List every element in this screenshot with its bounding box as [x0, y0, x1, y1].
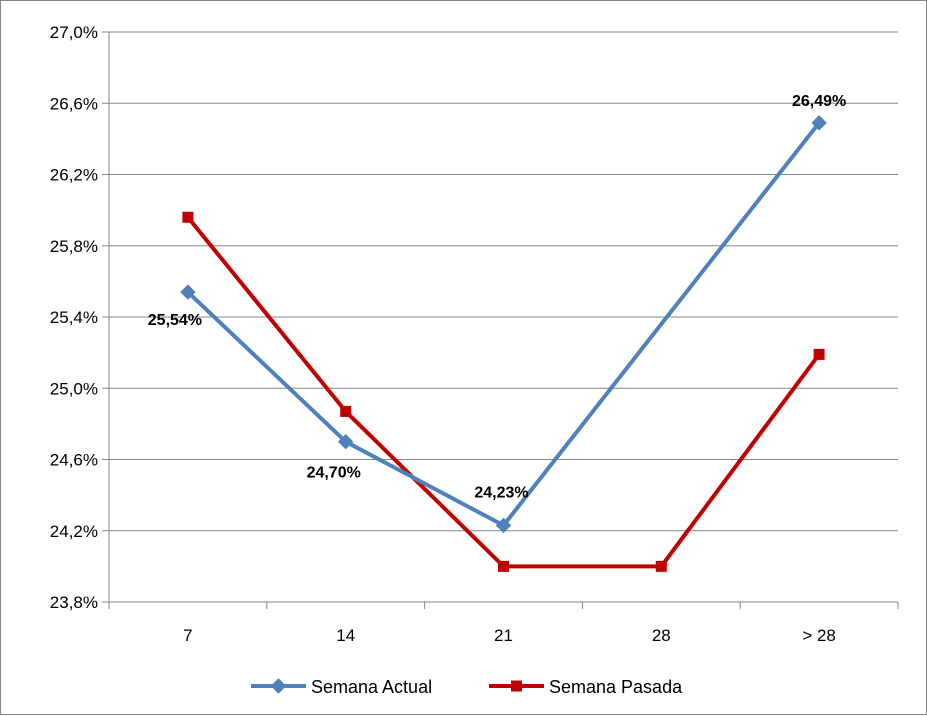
square-marker	[340, 405, 352, 417]
x-tick-label: 21	[494, 626, 513, 645]
x-tick-label: 14	[336, 626, 355, 645]
square-marker	[511, 680, 522, 692]
x-tick-label: 7	[183, 626, 192, 645]
legend: Semana Actual Semana Pasada	[251, 677, 683, 697]
y-tick-label: 24,2%	[50, 522, 98, 541]
y-tick-label: 25,4%	[50, 308, 98, 327]
series-semana-pasada	[182, 211, 825, 572]
gridlines	[109, 31, 898, 532]
diamond-marker	[180, 284, 196, 300]
y-tick-label: 25,0%	[50, 379, 98, 398]
y-tick-label: 26,6%	[50, 94, 98, 113]
y-tick-label: 27,0%	[50, 23, 98, 42]
legend-item: Semana Pasada	[489, 677, 683, 697]
x-tick-label: > 28	[802, 626, 836, 645]
square-marker	[813, 348, 825, 360]
legend-label: Semana Actual	[311, 677, 432, 697]
y-tick-label: 25,8%	[50, 237, 98, 256]
data-label: 24,23%	[474, 484, 528, 501]
series-line	[185, 120, 822, 528]
legend-label: Semana Pasada	[549, 677, 683, 697]
series-line	[185, 215, 822, 569]
diamond-marker	[495, 517, 512, 534]
series-lines	[180, 115, 827, 572]
square-marker	[498, 560, 509, 572]
legend-item: Semana Actual	[251, 677, 432, 697]
diamond-marker	[811, 115, 827, 131]
axes: 23,8% 24,2% 24,6% 25,0% 25,4% 25,8% 26,2% 26,6%…	[50, 23, 899, 645]
y-tick-label: 24,6%	[50, 451, 98, 470]
square-marker	[655, 560, 667, 572]
data-labels: 25,54% 24,70% 24,23% 26,49%	[148, 93, 846, 502]
data-label: 26,49%	[792, 93, 846, 110]
x-tick-label: 28	[652, 626, 671, 645]
data-label: 24,70%	[307, 465, 361, 482]
diamond-marker	[337, 433, 354, 450]
y-tick-label: 23,8%	[50, 593, 98, 612]
y-tick-label: 26,2%	[50, 166, 98, 185]
square-marker	[182, 211, 194, 223]
series-semana-actual	[180, 115, 827, 534]
data-label: 25,54%	[148, 312, 202, 329]
diamond-marker	[270, 678, 287, 694]
